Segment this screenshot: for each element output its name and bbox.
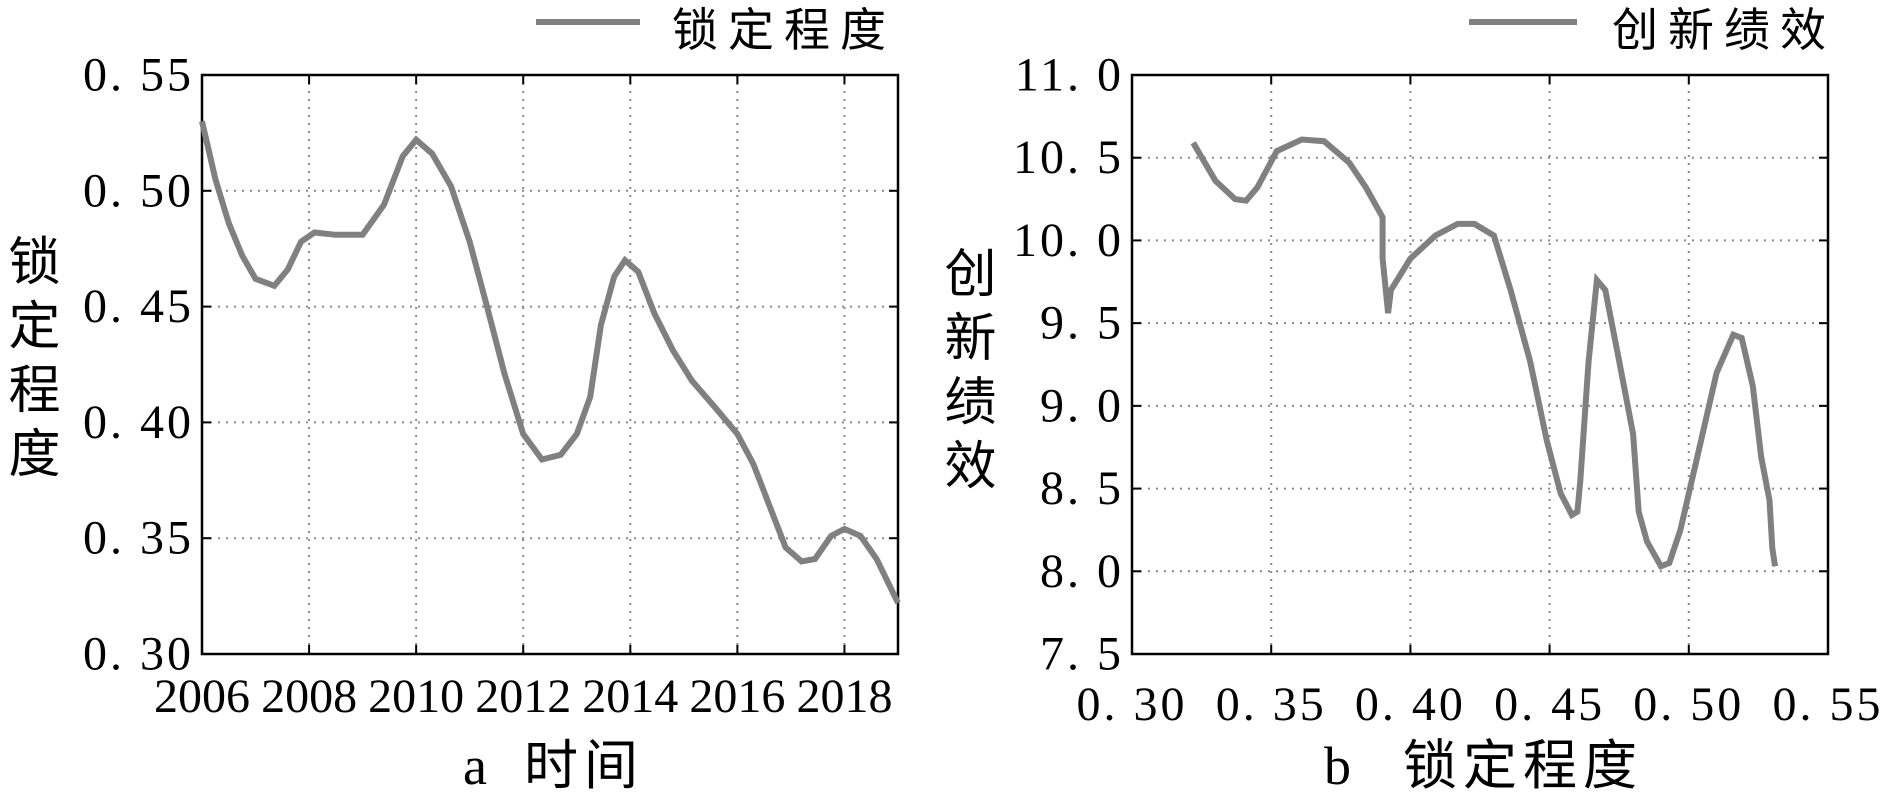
y-tick-label: 0. 40 xyxy=(83,396,194,449)
legend-label: 锁定程度 xyxy=(672,5,896,56)
x-axis-label: 时间 xyxy=(524,736,644,796)
y-tick-label: 0. 50 xyxy=(83,164,194,217)
x-tick-label: 0. 35 xyxy=(1216,678,1327,731)
x-axis-label: 锁定程度 xyxy=(1403,736,1643,796)
chart-panel-a: 2006 2008 2010 2012 2014 2016 2018 0. 30 0. 35 0.… xyxy=(83,5,901,796)
y-tick-label: 0. 35 xyxy=(83,512,194,565)
series-line xyxy=(199,120,901,605)
plot-frame xyxy=(200,73,900,656)
x-tick-label: 0. 50 xyxy=(1633,678,1744,731)
y-tick-label: 10. 5 xyxy=(1013,131,1124,184)
x-tick-label: 2008 xyxy=(261,670,357,723)
panel-label: b xyxy=(1324,736,1357,796)
y-tick-label: 0. 45 xyxy=(83,280,194,333)
x-tick-label: 2006 xyxy=(154,670,250,723)
plot-frame xyxy=(1130,73,1830,656)
y-tick-label: 8. 5 xyxy=(1040,462,1124,515)
y-axis-label: 创新绩效 xyxy=(936,246,993,502)
x-tick-label: 0. 55 xyxy=(1773,678,1884,731)
x-tick-label: 0. 40 xyxy=(1355,678,1466,731)
y-tick-label: 0. 55 xyxy=(83,49,194,102)
x-tick-label: 0. 30 xyxy=(1077,678,1188,731)
x-tick-label: 0. 45 xyxy=(1494,678,1605,731)
series-line xyxy=(1190,136,1779,571)
y-tick-label: 9. 0 xyxy=(1040,379,1124,432)
legend-label: 创新绩效 xyxy=(1612,5,1836,56)
y-axis-label: 锁定程度 xyxy=(0,234,57,490)
y-tick-label: 0. 30 xyxy=(83,628,194,681)
x-tick-label: 2010 xyxy=(368,670,464,723)
x-tick-label: 2012 xyxy=(475,670,571,723)
chart-panel-b: 0. 30 0. 35 0. 40 0. 45 0. 50 0. 55 7. 5 8. 0 8.… xyxy=(1013,5,1884,796)
y-tick-label: 10. 0 xyxy=(1013,214,1124,267)
x-tick-label: 2014 xyxy=(582,670,678,723)
y-tick-label: 11. 0 xyxy=(1015,49,1124,102)
x-tick-label: 2018 xyxy=(796,670,892,723)
y-tick-label: 9. 5 xyxy=(1040,297,1124,350)
y-tick-label: 7. 5 xyxy=(1040,628,1124,681)
panel-label: a xyxy=(463,736,493,796)
x-tick-label: 2016 xyxy=(689,670,785,723)
y-tick-label: 8. 0 xyxy=(1040,545,1124,598)
